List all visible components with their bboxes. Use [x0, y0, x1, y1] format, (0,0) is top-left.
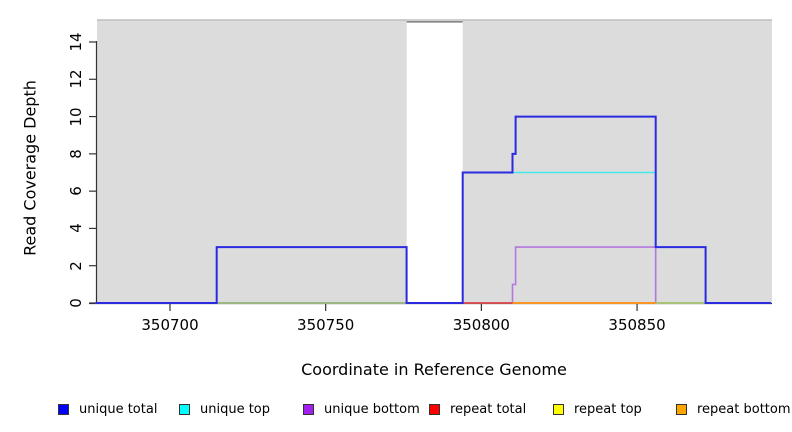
legend-label: unique total — [79, 401, 158, 417]
legend-swatch-icon — [179, 403, 190, 415]
legend-label: unique top — [200, 401, 271, 417]
legend-swatch-icon — [429, 403, 440, 415]
legend-swatch-icon — [676, 403, 687, 415]
legend-item-unique-bottom: unique bottom — [303, 401, 420, 417]
y-tick-label: 8 — [67, 149, 85, 159]
series-unique-total — [95, 115, 771, 304]
y-axis-title: Read Coverage Depth — [20, 80, 40, 256]
x-tick-label: 350850 — [608, 316, 666, 334]
x-tick-label: 350750 — [297, 316, 355, 334]
legend-label: repeat total — [450, 401, 527, 417]
legend-label: repeat top — [574, 401, 642, 417]
x-axis-title: Coordinate in Reference Genome — [301, 360, 567, 379]
y-tick-label: 2 — [67, 260, 85, 271]
legend-item-repeat-bottom: repeat bottom — [676, 401, 791, 417]
legend-item-unique-total: unique total — [58, 401, 158, 417]
y-tick-label: 6 — [67, 186, 85, 196]
legend-swatch-icon — [553, 403, 564, 415]
y-tick-label: 12 — [67, 69, 85, 89]
legend-swatch-icon — [58, 403, 69, 415]
legend-label: unique bottom — [324, 401, 420, 417]
legend-swatch-icon — [303, 403, 314, 415]
legend-item-repeat-top: repeat top — [553, 401, 642, 417]
legend-item-unique-top: unique top — [179, 401, 271, 417]
series-unique-bottom — [95, 246, 771, 304]
legend-label: repeat bottom — [697, 401, 791, 417]
y-tick-label: 4 — [67, 223, 85, 234]
x-tick-label: 350800 — [452, 316, 510, 334]
y-tick-label: 0 — [67, 298, 85, 308]
legend-item-repeat-total: repeat total — [429, 401, 527, 417]
y-tick-label: 14 — [67, 32, 85, 52]
y-tick-label: 10 — [67, 107, 85, 127]
masked-repeat-region — [406, 20, 463, 304]
x-tick-label: 350700 — [141, 316, 199, 334]
